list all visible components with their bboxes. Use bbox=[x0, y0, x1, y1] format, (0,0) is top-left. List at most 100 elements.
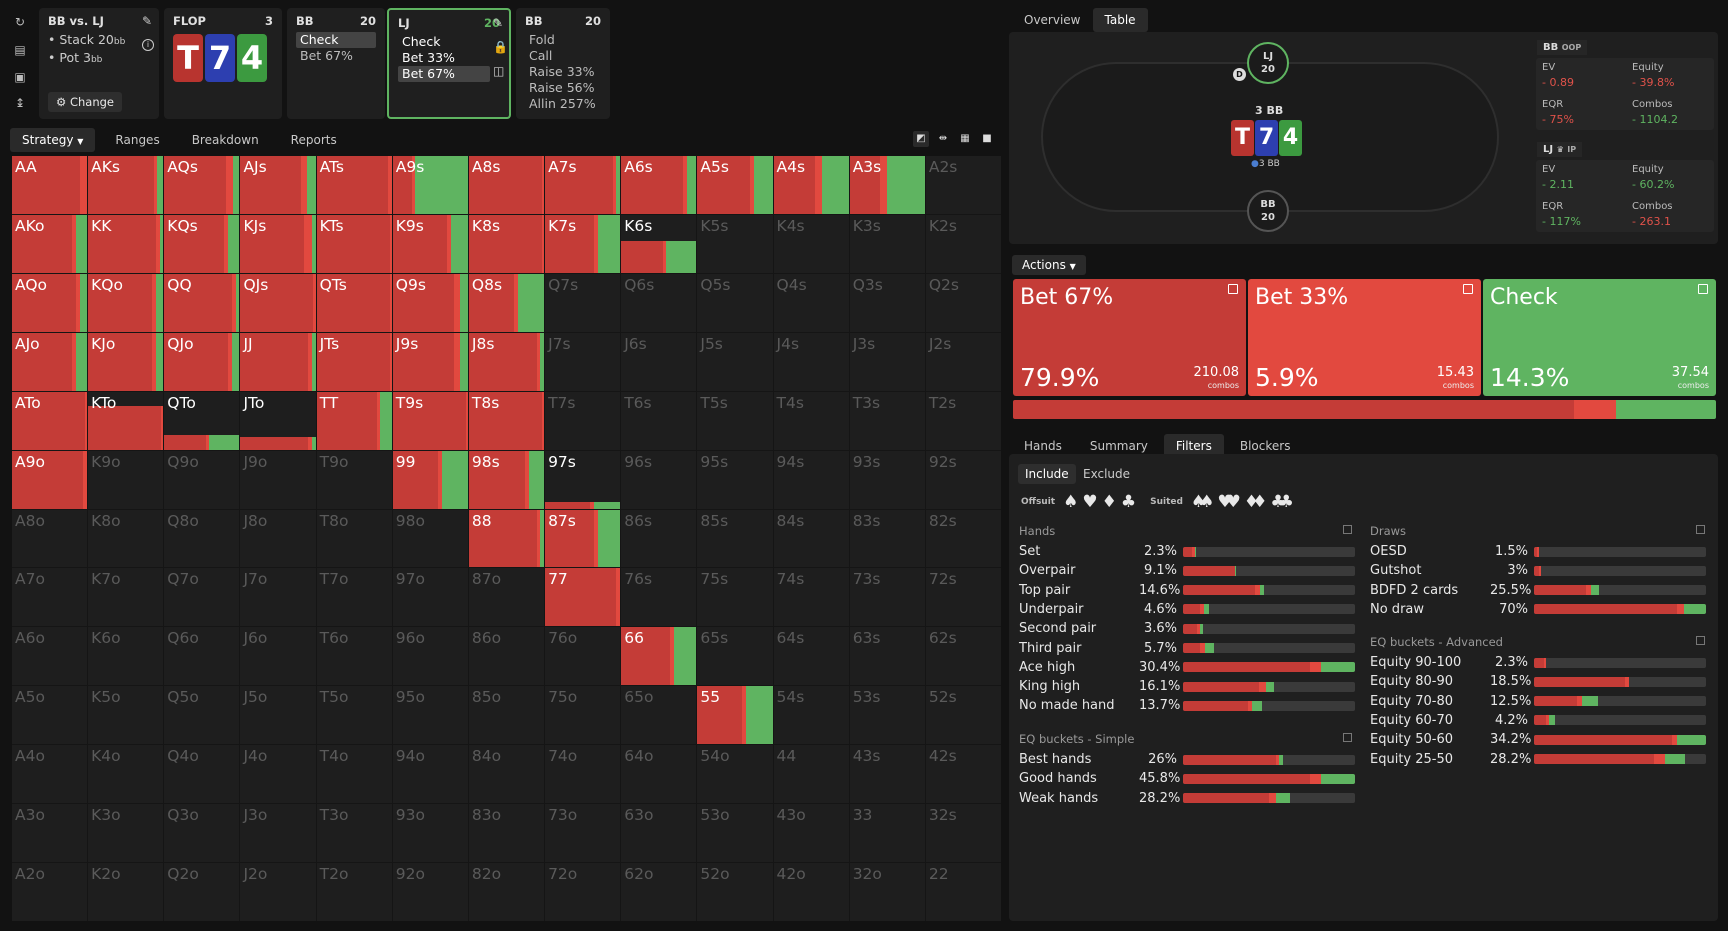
hand-cell[interactable]: 93s bbox=[849, 450, 925, 509]
hand-cell[interactable]: 54o bbox=[697, 745, 773, 804]
hand-cell[interactable]: Q8s bbox=[468, 273, 545, 332]
reset-icon[interactable]: ↻ bbox=[14, 15, 26, 29]
hand-cell[interactable]: JTo bbox=[240, 391, 316, 450]
gamepad-icon[interactable]: ▣ bbox=[14, 70, 26, 84]
tab-ranges[interactable]: Ranges bbox=[115, 133, 160, 147]
hand-cell[interactable]: 32s bbox=[925, 804, 1001, 863]
hand-cell[interactable]: A8s bbox=[468, 156, 545, 214]
hand-cell[interactable]: K7o bbox=[88, 568, 164, 627]
hand-cell[interactable]: 95o bbox=[392, 686, 468, 745]
contrast-icon[interactable]: ◩ bbox=[913, 131, 929, 147]
hand-cell[interactable]: JTs bbox=[316, 332, 392, 391]
spade-icon[interactable]: ♠ bbox=[1063, 492, 1079, 512]
hand-cell[interactable]: 84o bbox=[468, 745, 545, 804]
hand-cell[interactable]: TT bbox=[316, 391, 392, 450]
filter-row[interactable]: Good hands 45.8% bbox=[1019, 769, 1355, 788]
filter-row[interactable]: Third pair 5.7% bbox=[1019, 639, 1355, 658]
hand-cell[interactable]: Q9s bbox=[392, 273, 468, 332]
action-line[interactable]: Raise 33% bbox=[529, 64, 595, 79]
lock-icon[interactable]: 🔒 bbox=[493, 40, 508, 54]
action-line[interactable]: Call bbox=[529, 48, 553, 63]
change-button[interactable]: ⚙ Change bbox=[48, 92, 122, 112]
suited-spade-icon[interactable]: ♠♠ bbox=[1190, 492, 1215, 512]
hand-cell[interactable]: 74s bbox=[773, 568, 849, 627]
hand-cell[interactable]: 93o bbox=[392, 804, 468, 863]
collapse-icon[interactable] bbox=[1696, 636, 1705, 645]
hand-cell[interactable]: 74o bbox=[545, 745, 621, 804]
hand-cell[interactable]: 75s bbox=[697, 568, 773, 627]
filter-row[interactable]: Set 2.3% bbox=[1019, 542, 1355, 561]
hand-cell[interactable]: Q9o bbox=[164, 450, 240, 509]
hand-cell[interactable]: A5s bbox=[697, 156, 773, 214]
hand-cell[interactable]: K5s bbox=[697, 214, 773, 273]
bb-response-card[interactable]: BB 20 Fold Call Raise 33% Raise 56% Allin 257… bbox=[516, 8, 610, 119]
hand-cell[interactable]: 83o bbox=[468, 804, 545, 863]
hand-cell[interactable]: 53o bbox=[697, 804, 773, 863]
filter-row[interactable]: Top pair 14.6% bbox=[1019, 581, 1355, 600]
tab-breakdown[interactable]: Breakdown bbox=[191, 133, 259, 147]
hand-cell[interactable]: AA bbox=[12, 156, 88, 214]
hand-cell[interactable]: Q5o bbox=[164, 686, 240, 745]
edit-icon[interactable]: ✎ bbox=[493, 16, 504, 30]
hand-cell[interactable]: T7o bbox=[316, 568, 392, 627]
hand-cell[interactable]: Q6s bbox=[621, 273, 697, 332]
suited-diamond-icon[interactable]: ♦♦ bbox=[1243, 492, 1268, 512]
heart-icon[interactable]: ♥ bbox=[1082, 492, 1098, 512]
hand-cell[interactable]: 76o bbox=[545, 627, 621, 686]
tab-table[interactable]: Table bbox=[1092, 8, 1148, 32]
hand-cell[interactable]: J3o bbox=[240, 804, 316, 863]
hand-cell[interactable]: J4o bbox=[240, 745, 316, 804]
filter-row[interactable]: No draw 70% bbox=[1370, 600, 1706, 619]
hand-cell[interactable]: Q7s bbox=[545, 273, 621, 332]
hand-cell[interactable]: A2s bbox=[925, 156, 1001, 214]
hand-cell[interactable]: QQ bbox=[164, 273, 240, 332]
hand-cell[interactable]: T7s bbox=[545, 391, 621, 450]
hand-cell[interactable]: 66 bbox=[621, 627, 697, 686]
hand-cell[interactable]: KJo bbox=[88, 332, 164, 391]
filter-row[interactable]: Equity 90-100 2.3% bbox=[1370, 653, 1706, 672]
hand-cell[interactable]: Q8o bbox=[164, 509, 240, 568]
action-card[interactable]: Bet 67% 79.9% 210.08 combos bbox=[1013, 279, 1246, 396]
hand-cell[interactable]: T4s bbox=[773, 391, 849, 450]
align-icon[interactable]: ↨ bbox=[14, 96, 26, 110]
hand-cell[interactable]: K4s bbox=[773, 214, 849, 273]
hand-cell[interactable]: T8o bbox=[316, 509, 392, 568]
hand-cell[interactable]: J7s bbox=[545, 332, 621, 391]
hand-cell[interactable]: AQs bbox=[164, 156, 240, 214]
hand-cell[interactable]: A6o bbox=[12, 627, 88, 686]
suited-club-icon[interactable]: ♣♣ bbox=[1270, 492, 1294, 512]
hand-cell[interactable]: 88 bbox=[468, 509, 545, 568]
hand-cell[interactable]: A9o bbox=[12, 450, 88, 509]
hand-cell[interactable]: T6o bbox=[316, 627, 392, 686]
hand-cell[interactable]: 32o bbox=[849, 863, 925, 921]
club-icon[interactable]: ♣ bbox=[1120, 492, 1137, 512]
action-line[interactable]: Allin 257% bbox=[529, 96, 596, 111]
tab-overview[interactable]: Overview bbox=[1024, 13, 1081, 27]
tab-reports[interactable]: Reports bbox=[290, 133, 337, 147]
filter-row[interactable]: Equity 50-60 34.2% bbox=[1370, 730, 1706, 749]
hand-cell[interactable]: KQo bbox=[88, 273, 164, 332]
hand-cell[interactable]: 82s bbox=[925, 509, 1001, 568]
hand-cell[interactable]: Q5s bbox=[697, 273, 773, 332]
hand-cell[interactable]: T2s bbox=[925, 391, 1001, 450]
hand-cell[interactable]: A7o bbox=[12, 568, 88, 627]
details-icon[interactable] bbox=[1463, 284, 1473, 294]
hand-cell[interactable]: T3o bbox=[316, 804, 392, 863]
hand-cell[interactable]: 62o bbox=[621, 863, 697, 921]
action-line[interactable]: Check bbox=[402, 34, 441, 49]
hand-cell[interactable]: J2o bbox=[240, 863, 316, 921]
hand-cell[interactable]: 64s bbox=[773, 627, 849, 686]
include-toggle[interactable]: Include bbox=[1018, 464, 1076, 484]
hand-cell[interactable]: Q4s bbox=[773, 273, 849, 332]
hand-cell[interactable]: A5o bbox=[12, 686, 88, 745]
filter-row[interactable]: Underpair 4.6% bbox=[1019, 600, 1355, 619]
hand-cell[interactable]: Q2o bbox=[164, 863, 240, 921]
hand-cell[interactable]: 99 bbox=[392, 450, 468, 509]
action-line[interactable]: Raise 56% bbox=[529, 80, 595, 95]
hand-cell[interactable]: KTo bbox=[88, 391, 164, 450]
action-line[interactable]: Bet 67% bbox=[398, 66, 490, 82]
hand-cell[interactable]: J5s bbox=[697, 332, 773, 391]
filter-row[interactable]: Gutshot 3% bbox=[1370, 561, 1706, 580]
hand-cell[interactable]: T3s bbox=[849, 391, 925, 450]
hand-cell[interactable]: K6s bbox=[621, 214, 697, 273]
